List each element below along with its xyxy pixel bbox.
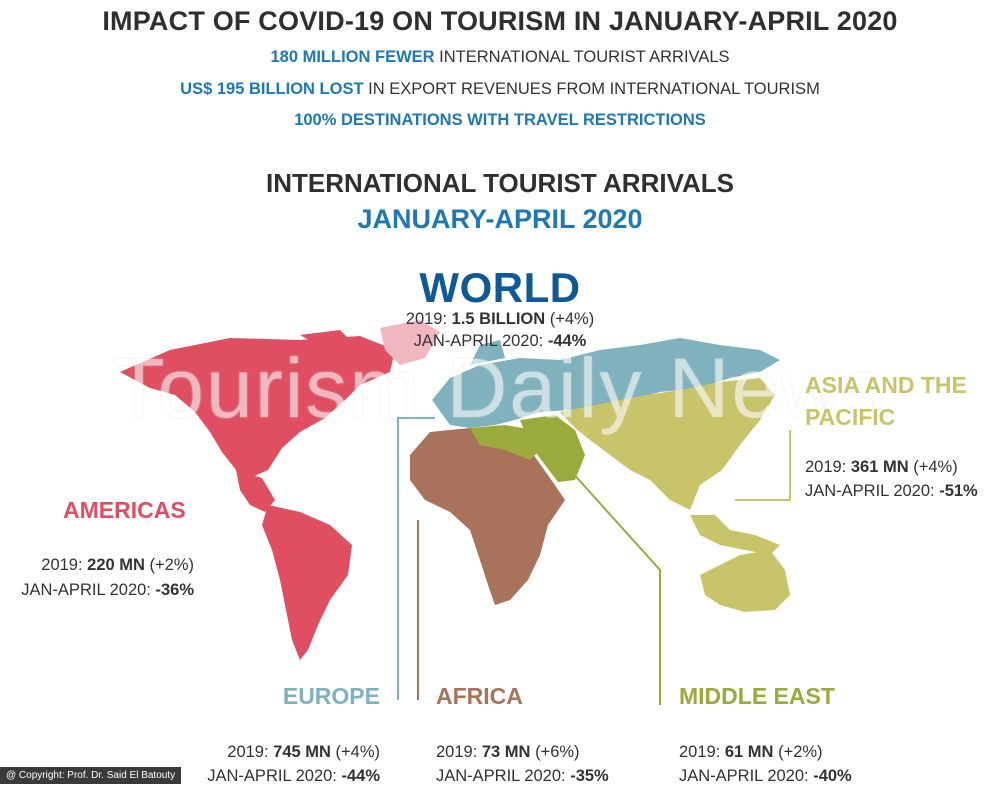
world-title: WORLD [419,264,581,311]
europe-landmass [432,338,780,428]
africa-2020: JAN-APRIL 2020: -35% [436,767,609,786]
asia-pacific-2019-growth: (+4%) [908,458,958,476]
asia-landmass [560,378,780,555]
europe-2020-change: -44% [341,767,380,785]
stat-revenue: US$ 195 BILLION LOST IN EXPORT REVENUES … [0,80,1000,99]
africa-2019-prefix: 2019: [436,743,482,761]
americas-2019-growth: (+2%) [144,556,194,574]
middle-east-2020-change: -40% [813,767,852,785]
americas-landmass [120,330,395,660]
section-period: JANUARY-APRIL 2020 [357,204,643,234]
middle-east-leader-line [569,469,661,705]
stat-arrivals-bold: 180 MILLION FEWER [270,48,435,66]
world-2020-value: -44% [547,332,587,350]
americas-2019-value: 220 MN [87,556,145,574]
stat-arrivals-rest: INTERNATIONAL TOURIST ARRIVALS [434,48,730,66]
stat-arrivals: 180 MILLION FEWER INTERNATIONAL TOURIST … [0,48,1000,67]
americas-2020: JAN-APRIL 2020: -36% [21,581,194,600]
world-2020-prefix: JAN-APRIL 2020: [413,332,548,350]
world-2019-value: 1.5 BILLION [451,310,546,328]
main-title: IMPACT OF COVID-19 ON TOURISM IN JANUARY… [102,6,898,36]
stat-revenue-bold: US$ 195 BILLION LOST [180,80,364,98]
section-title: INTERNATIONAL TOURIST ARRIVALS [266,168,734,198]
middle-east-landmass [520,415,585,482]
world-2019-prefix: 2019: [405,310,452,328]
africa-landmass [410,428,565,605]
middle-east-2019: 2019: 61 MN (+2%) [679,743,823,762]
world-2019-suffix: (+4%) [545,310,595,328]
asia-leader-line [735,430,791,501]
asia-pacific-2019: 2019: 361 MN (+4%) [805,458,958,477]
europe-2019-value: 745 MN [273,743,331,761]
americas-2019: 2019: 220 MN (+2%) [41,556,194,575]
stat-restrictions-bold: 100% DESTINATIONS WITH TRAVEL RESTRICTIO… [294,111,706,129]
middle-east-2019-prefix: 2019: [679,743,725,761]
middle-east-2020-prefix: JAN-APRIL 2020: [679,767,814,785]
asia-pacific-2019-value: 361 MN [850,458,909,476]
americas-2020-change: -36% [155,581,194,599]
europe-2019: 2019: 745 MN (+4%) [227,743,380,762]
europe-2020: JAN-APRIL 2020: -44% [207,767,380,786]
watermark: Tourism Daily News [113,341,887,435]
africa-2019-growth: (+6%) [530,743,580,761]
africa-2020-change: -35% [570,767,609,785]
europe-2019-growth: (+4%) [330,743,380,761]
asia-pacific-2019-prefix: 2019: [805,458,851,476]
stat-revenue-rest: IN EXPORT REVENUES FROM INTERNATIONAL TO… [363,80,820,98]
europe-2020-prefix: JAN-APRIL 2020: [207,767,342,785]
north-africa-landmass [470,425,540,460]
americas-name: AMERICAS [63,497,186,523]
americas-2020-prefix: JAN-APRIL 2020: [21,581,156,599]
europe-name: EUROPE [282,683,380,709]
asia-pacific-name-line1: ASIA AND THE [805,372,967,398]
asia-pacific-2020-prefix: JAN-APRIL 2020: [805,482,940,500]
africa-2020-prefix: JAN-APRIL 2020: [436,767,571,785]
world-2019-line: 2019: 1.5 BILLION (+4%) [0,310,1000,329]
greenland-landmass [380,320,440,365]
stat-restrictions: 100% DESTINATIONS WITH TRAVEL RESTRICTIO… [0,111,1000,130]
americas-2019-prefix: 2019: [41,556,88,574]
asia-pacific-2020-change: -51% [939,482,978,500]
asia-pacific-name-line2: PACIFIC [805,404,896,430]
copyright-badge: @ Copyright: Prof. Dr. Said El Batouty [0,767,182,784]
middle-east-2020: JAN-APRIL 2020: -40% [679,767,852,786]
world-2020-line: JAN-APRIL 2020: -44% [0,332,1000,351]
australia-landmass [700,550,790,612]
africa-2019-value: 73 MN [481,743,531,761]
middle-east-2019-value: 61 MN [724,743,774,761]
middle-east-name: MIDDLE EAST [679,683,835,709]
africa-2019: 2019: 73 MN (+6%) [436,743,580,762]
africa-name: AFRICA [436,683,523,709]
europe-2019-prefix: 2019: [227,743,274,761]
asia-pacific-2020: JAN-APRIL 2020: -51% [805,482,978,501]
europe-leader-line [397,417,435,700]
middle-east-2019-growth: (+2%) [773,743,823,761]
